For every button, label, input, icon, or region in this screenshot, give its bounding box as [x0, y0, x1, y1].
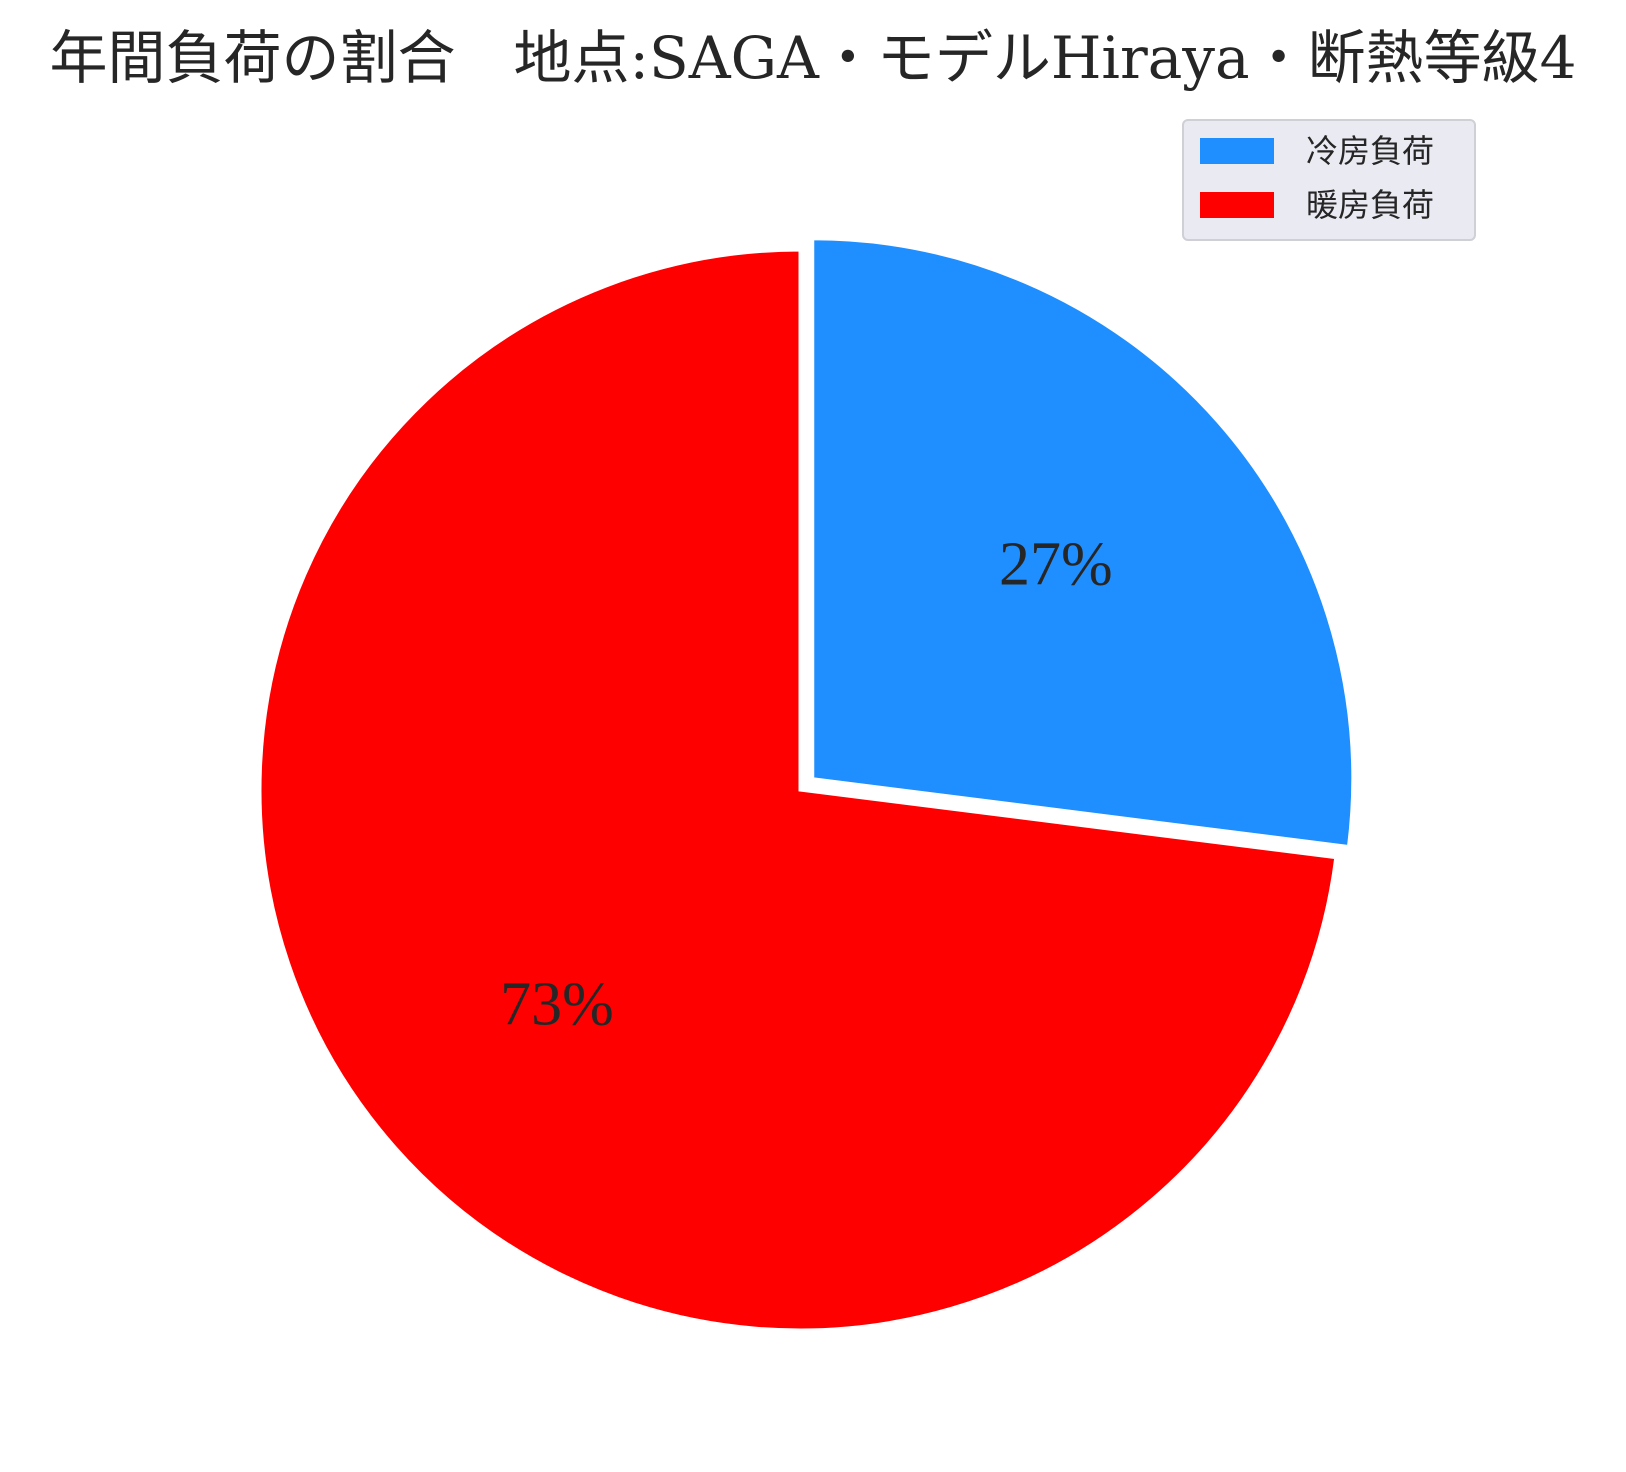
pie-percent-labels: 27% 73%: [500, 530, 1112, 1038]
legend-label-heating: 暖房負荷: [1306, 186, 1434, 224]
pie-slice-heating: [258, 248, 1338, 1332]
legend-label-cooling: 冷房負荷: [1306, 132, 1434, 170]
legend-swatch-cooling: [1200, 138, 1274, 164]
legend-swatch-heating: [1200, 192, 1274, 218]
pie-slice-cooling: [811, 237, 1355, 849]
pie-label-heating: 73%: [500, 970, 614, 1038]
pie-slices: [258, 237, 1355, 1332]
pie-label-cooling: 27%: [999, 530, 1113, 598]
legend: 冷房負荷 暖房負荷: [1182, 119, 1476, 241]
chart-title: 年間負荷の割合 地点:SAGA・モデルHiraya・断熱等級4: [49, 24, 1576, 92]
